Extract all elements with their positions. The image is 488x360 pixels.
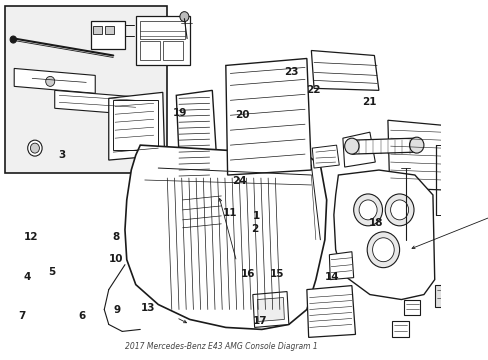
Text: 10: 10 — [109, 254, 123, 264]
Text: 2: 2 — [251, 225, 258, 234]
Text: 17: 17 — [253, 316, 267, 325]
Circle shape — [30, 143, 40, 153]
Text: 11: 11 — [223, 208, 237, 218]
Polygon shape — [176, 90, 218, 195]
Text: 14: 14 — [324, 272, 339, 282]
Circle shape — [358, 200, 376, 220]
Bar — [140, 21, 185, 39]
Polygon shape — [14, 68, 95, 93]
Bar — [5, 6, 167, 173]
Text: 23: 23 — [284, 67, 298, 77]
Polygon shape — [181, 190, 224, 235]
Circle shape — [372, 238, 393, 262]
Polygon shape — [55, 90, 142, 115]
Polygon shape — [125, 145, 326, 329]
Polygon shape — [387, 120, 443, 190]
Bar — [403, 300, 420, 315]
Text: 21: 21 — [362, 97, 376, 107]
Text: 19: 19 — [173, 108, 187, 118]
Bar — [163, 41, 182, 60]
Circle shape — [390, 200, 408, 220]
Circle shape — [28, 140, 42, 156]
Polygon shape — [333, 170, 434, 300]
Text: 22: 22 — [305, 85, 320, 95]
Polygon shape — [342, 132, 374, 167]
Circle shape — [347, 142, 358, 154]
Text: 20: 20 — [234, 110, 249, 120]
Polygon shape — [252, 292, 288, 328]
Polygon shape — [311, 50, 378, 90]
Bar — [136, 15, 189, 66]
Circle shape — [359, 140, 370, 152]
Bar — [140, 41, 160, 60]
Text: 18: 18 — [368, 218, 382, 228]
Text: 6: 6 — [79, 311, 85, 321]
Polygon shape — [351, 138, 416, 154]
Bar — [93, 26, 102, 33]
Circle shape — [353, 194, 382, 226]
Text: 4: 4 — [23, 272, 31, 282]
Circle shape — [45, 76, 55, 86]
Bar — [105, 26, 114, 33]
Text: 9: 9 — [114, 305, 121, 315]
Polygon shape — [312, 145, 339, 168]
Polygon shape — [108, 92, 164, 160]
Circle shape — [180, 12, 188, 22]
Text: 3: 3 — [59, 150, 66, 160]
Polygon shape — [329, 252, 353, 280]
Text: 15: 15 — [269, 269, 284, 279]
Text: 7: 7 — [18, 311, 25, 321]
Circle shape — [408, 137, 423, 153]
Text: 13: 13 — [141, 303, 155, 314]
Bar — [113, 100, 158, 150]
Text: 8: 8 — [112, 232, 120, 242]
Text: 16: 16 — [241, 269, 255, 279]
Circle shape — [10, 36, 17, 43]
Polygon shape — [257, 298, 284, 321]
Circle shape — [344, 138, 358, 154]
Polygon shape — [225, 58, 311, 175]
Polygon shape — [306, 285, 355, 337]
Text: 1: 1 — [252, 211, 259, 221]
Text: 5: 5 — [48, 267, 55, 277]
Text: 12: 12 — [23, 232, 38, 242]
Bar — [91, 21, 125, 49]
Bar — [434, 285, 452, 306]
Circle shape — [366, 232, 399, 268]
Text: 2017 Mercedes-Benz E43 AMG Console Diagram 1: 2017 Mercedes-Benz E43 AMG Console Diagr… — [124, 342, 317, 351]
Text: 24: 24 — [232, 176, 246, 186]
Circle shape — [385, 194, 413, 226]
Bar — [391, 321, 408, 337]
